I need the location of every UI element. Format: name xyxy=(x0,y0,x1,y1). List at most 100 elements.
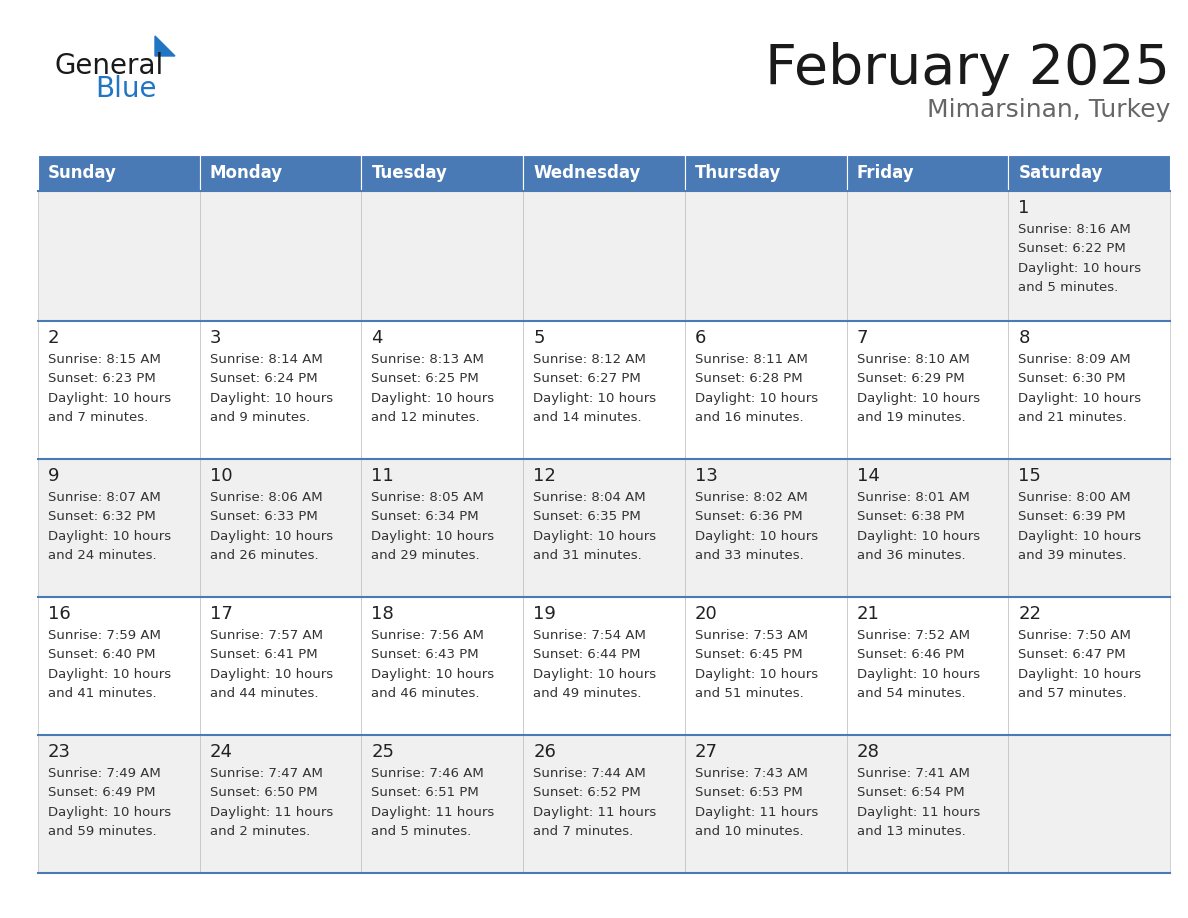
Text: Sunrise: 7:41 AM: Sunrise: 7:41 AM xyxy=(857,767,969,779)
Bar xyxy=(1009,321,1170,459)
Text: Sunrise: 8:05 AM: Sunrise: 8:05 AM xyxy=(372,491,485,504)
Text: Daylight: 10 hours: Daylight: 10 hours xyxy=(48,806,171,819)
Text: Wednesday: Wednesday xyxy=(533,164,640,182)
Text: Sunset: 6:34 PM: Sunset: 6:34 PM xyxy=(372,510,479,523)
Text: 19: 19 xyxy=(533,605,556,623)
Text: Sunrise: 8:11 AM: Sunrise: 8:11 AM xyxy=(695,353,808,365)
Text: Sunset: 6:52 PM: Sunset: 6:52 PM xyxy=(533,787,640,800)
Text: and 44 minutes.: and 44 minutes. xyxy=(210,687,318,700)
Text: Sunset: 6:38 PM: Sunset: 6:38 PM xyxy=(857,510,965,523)
Text: and 51 minutes.: and 51 minutes. xyxy=(695,687,803,700)
Text: 6: 6 xyxy=(695,329,706,347)
Bar xyxy=(38,459,200,597)
Text: Sunrise: 8:06 AM: Sunrise: 8:06 AM xyxy=(210,491,322,504)
Text: Sunset: 6:24 PM: Sunset: 6:24 PM xyxy=(210,373,317,386)
Text: Sunset: 6:35 PM: Sunset: 6:35 PM xyxy=(533,510,640,523)
Bar xyxy=(684,735,847,873)
Text: Daylight: 10 hours: Daylight: 10 hours xyxy=(533,668,656,681)
Text: Sunrise: 7:52 AM: Sunrise: 7:52 AM xyxy=(857,629,969,642)
Bar xyxy=(1009,191,1170,321)
Bar xyxy=(361,597,523,735)
Text: Sunrise: 8:07 AM: Sunrise: 8:07 AM xyxy=(48,491,160,504)
Text: Daylight: 10 hours: Daylight: 10 hours xyxy=(695,392,819,405)
Text: Sunrise: 8:10 AM: Sunrise: 8:10 AM xyxy=(857,353,969,365)
Text: 2: 2 xyxy=(48,329,59,347)
Text: 3: 3 xyxy=(210,329,221,347)
Bar xyxy=(1009,735,1170,873)
Text: 16: 16 xyxy=(48,605,71,623)
Text: Sunrise: 8:02 AM: Sunrise: 8:02 AM xyxy=(695,491,808,504)
Bar xyxy=(200,191,361,321)
Text: Sunset: 6:53 PM: Sunset: 6:53 PM xyxy=(695,787,803,800)
Text: Sunrise: 7:54 AM: Sunrise: 7:54 AM xyxy=(533,629,646,642)
Text: Daylight: 10 hours: Daylight: 10 hours xyxy=(1018,668,1142,681)
Text: Sunset: 6:27 PM: Sunset: 6:27 PM xyxy=(533,373,640,386)
Bar xyxy=(847,459,1009,597)
Text: Daylight: 11 hours: Daylight: 11 hours xyxy=(372,806,494,819)
Bar xyxy=(523,459,684,597)
Text: and 26 minutes.: and 26 minutes. xyxy=(210,549,318,562)
Bar xyxy=(684,321,847,459)
Text: Sunrise: 7:47 AM: Sunrise: 7:47 AM xyxy=(210,767,323,779)
Text: Sunrise: 7:50 AM: Sunrise: 7:50 AM xyxy=(1018,629,1131,642)
Bar xyxy=(1009,155,1170,191)
Text: 21: 21 xyxy=(857,605,879,623)
Bar xyxy=(200,459,361,597)
Text: Daylight: 10 hours: Daylight: 10 hours xyxy=(533,392,656,405)
Polygon shape xyxy=(154,36,175,56)
Text: Daylight: 10 hours: Daylight: 10 hours xyxy=(857,392,980,405)
Text: Sunset: 6:50 PM: Sunset: 6:50 PM xyxy=(210,787,317,800)
Text: and 54 minutes.: and 54 minutes. xyxy=(857,687,965,700)
Text: 18: 18 xyxy=(372,605,394,623)
Text: Daylight: 10 hours: Daylight: 10 hours xyxy=(857,668,980,681)
Text: Sunset: 6:43 PM: Sunset: 6:43 PM xyxy=(372,648,479,661)
Text: 5: 5 xyxy=(533,329,544,347)
Text: Sunset: 6:29 PM: Sunset: 6:29 PM xyxy=(857,373,965,386)
Text: Sunrise: 7:43 AM: Sunrise: 7:43 AM xyxy=(695,767,808,779)
Text: Sunset: 6:32 PM: Sunset: 6:32 PM xyxy=(48,510,156,523)
Text: Sunrise: 8:04 AM: Sunrise: 8:04 AM xyxy=(533,491,646,504)
Text: Sunset: 6:49 PM: Sunset: 6:49 PM xyxy=(48,787,156,800)
Text: Daylight: 10 hours: Daylight: 10 hours xyxy=(372,668,494,681)
Text: Sunset: 6:40 PM: Sunset: 6:40 PM xyxy=(48,648,156,661)
Text: 7: 7 xyxy=(857,329,868,347)
Bar xyxy=(361,735,523,873)
Text: 14: 14 xyxy=(857,467,879,485)
Text: Daylight: 10 hours: Daylight: 10 hours xyxy=(372,530,494,543)
Bar xyxy=(523,321,684,459)
Text: Daylight: 10 hours: Daylight: 10 hours xyxy=(210,530,333,543)
Text: and 57 minutes.: and 57 minutes. xyxy=(1018,687,1127,700)
Text: Sunrise: 8:14 AM: Sunrise: 8:14 AM xyxy=(210,353,322,365)
Text: Sunrise: 7:46 AM: Sunrise: 7:46 AM xyxy=(372,767,485,779)
Text: Sunrise: 7:44 AM: Sunrise: 7:44 AM xyxy=(533,767,646,779)
Text: Sunday: Sunday xyxy=(48,164,116,182)
Text: 9: 9 xyxy=(48,467,59,485)
Text: Sunset: 6:46 PM: Sunset: 6:46 PM xyxy=(857,648,965,661)
Bar xyxy=(361,459,523,597)
Text: Daylight: 10 hours: Daylight: 10 hours xyxy=(48,668,171,681)
Bar xyxy=(200,735,361,873)
Text: Monday: Monday xyxy=(210,164,283,182)
Text: Daylight: 10 hours: Daylight: 10 hours xyxy=(857,530,980,543)
Text: Sunrise: 8:12 AM: Sunrise: 8:12 AM xyxy=(533,353,646,365)
Text: and 10 minutes.: and 10 minutes. xyxy=(695,824,803,837)
Text: and 39 minutes.: and 39 minutes. xyxy=(1018,549,1127,562)
Text: Sunrise: 7:59 AM: Sunrise: 7:59 AM xyxy=(48,629,160,642)
Text: 17: 17 xyxy=(210,605,233,623)
Bar xyxy=(361,321,523,459)
Text: Tuesday: Tuesday xyxy=(372,164,448,182)
Text: Saturday: Saturday xyxy=(1018,164,1102,182)
Text: Sunrise: 8:16 AM: Sunrise: 8:16 AM xyxy=(1018,223,1131,236)
Text: Sunrise: 7:49 AM: Sunrise: 7:49 AM xyxy=(48,767,160,779)
Bar xyxy=(1009,597,1170,735)
Text: and 49 minutes.: and 49 minutes. xyxy=(533,687,642,700)
Text: and 21 minutes.: and 21 minutes. xyxy=(1018,410,1127,423)
Text: and 31 minutes.: and 31 minutes. xyxy=(533,549,642,562)
Text: Sunrise: 8:13 AM: Sunrise: 8:13 AM xyxy=(372,353,485,365)
Text: Sunrise: 8:09 AM: Sunrise: 8:09 AM xyxy=(1018,353,1131,365)
Text: Sunset: 6:47 PM: Sunset: 6:47 PM xyxy=(1018,648,1126,661)
Bar xyxy=(684,191,847,321)
Text: and 5 minutes.: and 5 minutes. xyxy=(372,824,472,837)
Text: and 24 minutes.: and 24 minutes. xyxy=(48,549,157,562)
Text: Friday: Friday xyxy=(857,164,915,182)
